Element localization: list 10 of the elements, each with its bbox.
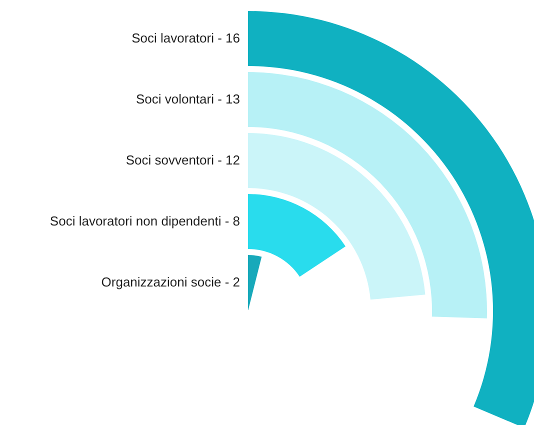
category-label: Soci lavoratori non dipendenti - xyxy=(50,214,230,228)
data-label: 13 xyxy=(226,92,240,106)
data-label: 8 xyxy=(232,214,240,228)
category-label: Organizzazioni socie - xyxy=(101,274,230,290)
data-label: 2 xyxy=(232,274,240,290)
data-label: 16 xyxy=(226,30,240,46)
category-label: Soci volontari - xyxy=(136,92,222,106)
category-label: Soci sovventori - xyxy=(126,152,222,168)
data-label: 12 xyxy=(226,152,240,168)
category-label: Soci lavoratori - xyxy=(132,30,222,46)
